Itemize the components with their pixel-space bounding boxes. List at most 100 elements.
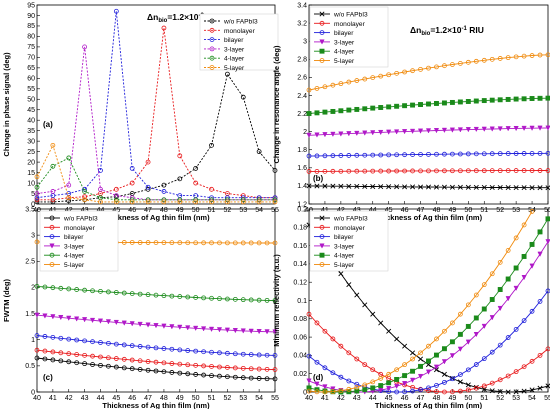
data-point — [545, 52, 550, 58]
data-point — [505, 126, 511, 132]
data-point — [113, 356, 119, 361]
data-point — [481, 184, 487, 190]
data-point — [256, 376, 262, 381]
data-point — [240, 199, 246, 205]
data-point — [489, 97, 495, 103]
data-point — [82, 189, 87, 194]
data-point — [161, 360, 167, 366]
data-point — [314, 389, 320, 395]
series-5 — [34, 142, 278, 205]
data-point — [394, 376, 400, 382]
data-point — [201, 295, 207, 301]
data-point — [521, 275, 527, 281]
data-point — [240, 297, 246, 303]
data-point — [113, 199, 119, 205]
data-point — [545, 239, 550, 245]
series-4 — [306, 95, 550, 116]
data-point — [81, 317, 88, 323]
y-tick-label: 2.4 — [297, 93, 307, 100]
data-point — [513, 285, 519, 292]
x-tick-label: 55 — [544, 207, 550, 214]
data-point — [82, 287, 87, 293]
data-point — [209, 197, 214, 203]
data-point — [418, 350, 423, 356]
data-point — [74, 352, 80, 357]
series-line — [36, 335, 276, 356]
panel-label: (a) — [43, 120, 53, 129]
y-tick-label: 3.5 — [25, 206, 35, 213]
legend-label: 4-layer — [224, 56, 245, 63]
data-point — [177, 176, 183, 182]
y-tick-label: 40 — [27, 118, 35, 125]
data-point — [272, 168, 278, 173]
data-point — [362, 387, 368, 393]
data-point — [410, 102, 416, 108]
data-point — [386, 386, 392, 392]
data-point — [497, 342, 503, 348]
data-point — [137, 291, 143, 297]
data-point — [442, 328, 447, 334]
data-point — [434, 383, 439, 388]
x-tick-label: 47 — [417, 207, 425, 214]
data-point — [98, 340, 103, 345]
data-point — [529, 53, 535, 58]
data-point — [370, 379, 376, 385]
y-tick-label: 45 — [27, 107, 35, 114]
data-point — [442, 389, 447, 395]
data-point — [137, 367, 143, 372]
x-tick-label: 43 — [353, 207, 361, 214]
data-point — [410, 388, 415, 394]
x-tick-label: 42 — [337, 395, 345, 402]
y-tick-label: 95 — [27, 2, 35, 9]
data-point — [330, 370, 336, 376]
data-point — [42, 334, 48, 339]
data-point — [521, 53, 527, 59]
data-point — [497, 97, 503, 103]
data-point — [354, 356, 360, 362]
data-point — [513, 54, 519, 60]
data-point — [145, 240, 151, 245]
data-point — [169, 240, 175, 246]
x-tick-label: 54 — [528, 207, 536, 214]
annotation-part: Δn — [147, 12, 158, 22]
data-point — [394, 367, 400, 373]
data-point — [537, 95, 543, 101]
data-point — [473, 315, 479, 321]
data-point — [370, 130, 376, 136]
y-tick-label: 1.6 — [297, 165, 307, 172]
y-tick-label: 1.8 — [297, 147, 307, 154]
data-point — [410, 356, 415, 362]
data-point — [314, 153, 320, 159]
data-point — [418, 387, 423, 393]
data-point — [177, 199, 183, 205]
data-point — [378, 375, 384, 381]
data-point — [473, 126, 479, 133]
data-point — [169, 346, 175, 352]
data-point — [473, 184, 479, 190]
data-point — [505, 373, 511, 379]
data-point — [42, 356, 48, 362]
data-point — [34, 197, 40, 203]
data-point — [410, 152, 415, 157]
data-point — [121, 342, 127, 348]
series-line — [36, 11, 275, 199]
data-point — [434, 168, 439, 174]
data-point — [232, 240, 238, 246]
y-tick-label: 2 — [303, 129, 307, 136]
data-point — [314, 183, 320, 189]
data-point — [121, 290, 127, 296]
data-point — [489, 349, 495, 355]
data-point — [473, 151, 479, 157]
data-point — [354, 183, 360, 189]
data-point — [240, 94, 246, 100]
legend-label: bilayer — [224, 37, 244, 44]
data-point — [338, 153, 344, 158]
data-point — [272, 352, 278, 358]
x-tick-label: 47 — [144, 207, 152, 214]
data-point — [42, 348, 48, 354]
data-point — [256, 329, 262, 335]
data-point — [193, 362, 199, 368]
legend-marker — [209, 18, 215, 24]
data-point — [153, 345, 159, 351]
x-tick-label: 55 — [271, 395, 279, 402]
